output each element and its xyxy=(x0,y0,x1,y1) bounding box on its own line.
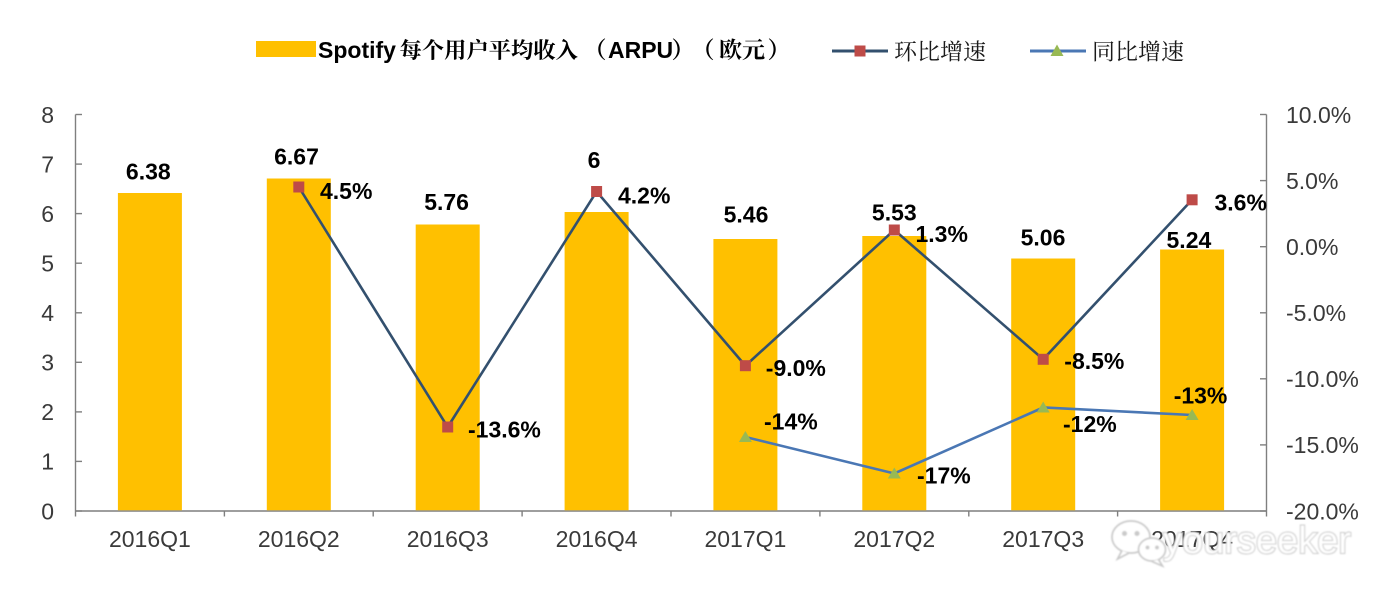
svg-text:3: 3 xyxy=(41,350,54,376)
svg-text:5.0%: 5.0% xyxy=(1286,168,1338,194)
svg-text:-12%: -12% xyxy=(1063,411,1117,437)
svg-text:-5.0%: -5.0% xyxy=(1286,300,1346,326)
svg-text:0: 0 xyxy=(41,498,54,524)
svg-text:2016Q2: 2016Q2 xyxy=(258,526,340,552)
svg-text:5: 5 xyxy=(41,251,54,277)
svg-text:-15.0%: -15.0% xyxy=(1286,432,1359,458)
svg-text:yourseeker: yourseeker xyxy=(1163,520,1351,562)
svg-text:2017Q3: 2017Q3 xyxy=(1002,526,1084,552)
svg-text:4: 4 xyxy=(41,300,54,326)
svg-text:5.53: 5.53 xyxy=(872,200,917,226)
svg-text:6.67: 6.67 xyxy=(274,144,319,170)
svg-text:-8.5%: -8.5% xyxy=(1064,348,1124,374)
svg-text:-9.0%: -9.0% xyxy=(766,355,826,381)
svg-text:3.6%: 3.6% xyxy=(1215,189,1267,215)
svg-text:5.76: 5.76 xyxy=(424,189,469,215)
svg-text:1: 1 xyxy=(41,449,54,475)
svg-text:6: 6 xyxy=(588,147,601,173)
svg-text:8: 8 xyxy=(41,102,54,128)
svg-text:7: 7 xyxy=(41,151,54,177)
svg-text:4.2%: 4.2% xyxy=(618,182,670,208)
svg-text:2017Q2: 2017Q2 xyxy=(853,526,935,552)
svg-text:ARPU: ARPU xyxy=(608,37,673,63)
svg-text:2016Q3: 2016Q3 xyxy=(407,526,489,552)
svg-text:5.06: 5.06 xyxy=(1021,225,1066,251)
svg-text:Spotify: Spotify xyxy=(318,37,396,63)
svg-text:4.5%: 4.5% xyxy=(320,178,372,204)
svg-text:0.0%: 0.0% xyxy=(1286,234,1338,260)
svg-text:-13%: -13% xyxy=(1174,383,1228,409)
svg-text:-20.0%: -20.0% xyxy=(1286,498,1359,524)
svg-text:2016Q1: 2016Q1 xyxy=(109,526,191,552)
svg-text:1.3%: 1.3% xyxy=(916,221,968,247)
svg-text:-13.6%: -13.6% xyxy=(468,417,541,443)
svg-text:6: 6 xyxy=(41,201,54,227)
svg-text:2017Q1: 2017Q1 xyxy=(704,526,786,552)
svg-text:-14%: -14% xyxy=(764,408,818,434)
svg-text:2: 2 xyxy=(41,399,54,425)
svg-text:6.38: 6.38 xyxy=(126,158,171,184)
svg-text:-10.0%: -10.0% xyxy=(1286,366,1359,392)
svg-text:5.46: 5.46 xyxy=(724,202,769,228)
svg-text:5.24: 5.24 xyxy=(1167,227,1212,253)
svg-text:-17%: -17% xyxy=(917,462,971,488)
svg-text:2016Q4: 2016Q4 xyxy=(556,526,638,552)
svg-text:10.0%: 10.0% xyxy=(1286,102,1351,128)
